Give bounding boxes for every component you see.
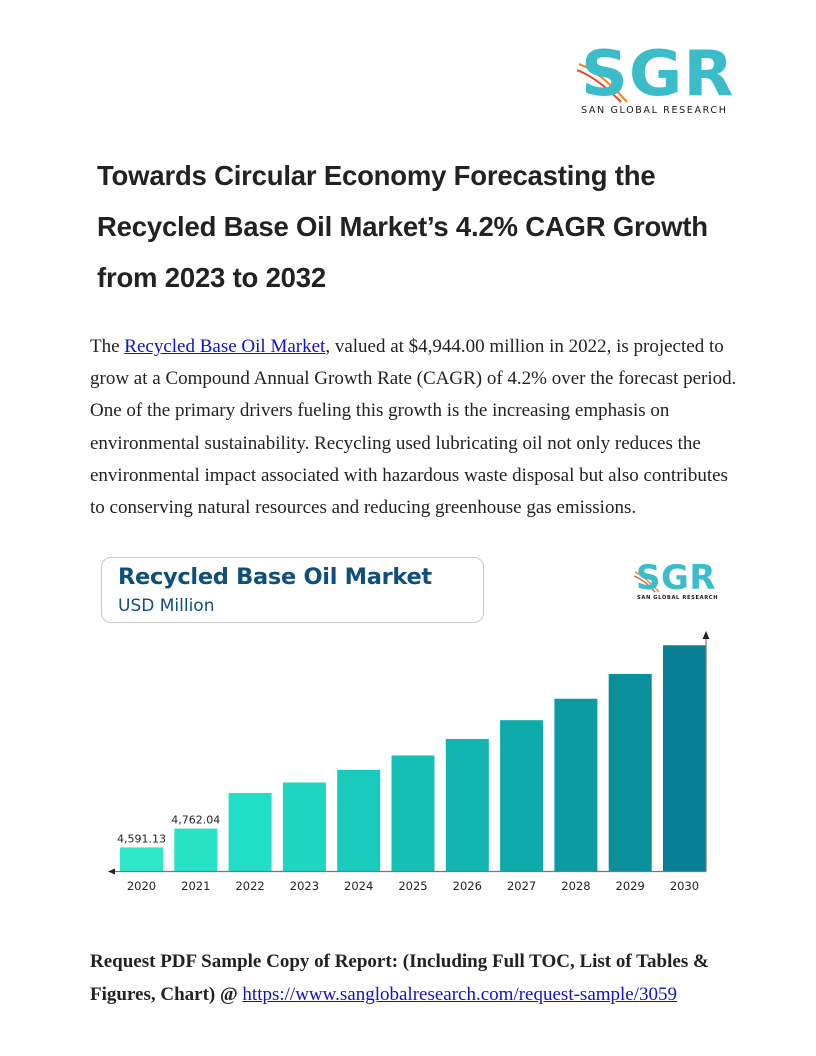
bar-chart: 2020 4,591.13 2021 4,762.04 2022 2023 2024 2025… — [108, 631, 710, 893]
labels-group: 2020 4,591.13 2021 4,762.04 2022 2023 2024 2025… — [117, 814, 699, 893]
bar-2027 — [500, 720, 544, 871]
axes-group — [108, 631, 710, 875]
chart-subtitle: USD Million — [118, 596, 215, 616]
bar-2026 — [445, 738, 489, 871]
chart-logo-swoosh-icon — [634, 571, 660, 593]
bar-2028 — [554, 698, 598, 871]
request-sample-link[interactable]: https://www.sanglobalresearch.com/reques… — [242, 983, 678, 1005]
request-sample-paragraph: Request PDF Sample Copy of Report: (Incl… — [90, 946, 740, 1011]
bar-2024 — [337, 769, 381, 871]
x-axis-arrow-icon — [108, 868, 115, 875]
sgr-logo: SGR SAN GLOBAL RESEARCH — [577, 43, 734, 118]
x-tick-label-2020: 2020 — [127, 879, 156, 893]
article-title: Towards Circular Economy Forecasting the… — [97, 160, 708, 293]
request-sample-text: Request PDF Sample Copy of Report: (Incl… — [90, 951, 709, 1005]
x-tick-label-2029: 2029 — [616, 879, 645, 893]
bar-2023 — [282, 782, 326, 871]
y-axis-arrow-icon — [702, 631, 710, 639]
bar-2020 — [120, 847, 163, 871]
logo-swoosh-icon — [577, 62, 628, 103]
logo-company-name: SAN GLOBAL RESEARCH — [581, 105, 728, 116]
data-label-2021: 4,762.04 — [171, 814, 220, 827]
x-tick-label-2025: 2025 — [398, 879, 427, 893]
chart-logo-company-name: SAN GLOBAL RESEARCH — [637, 595, 719, 601]
paragraph-body: , valued at $4,944.00 million in 2022, i… — [90, 336, 737, 519]
data-label-2020: 4,591.13 — [117, 832, 166, 845]
chart-logo-letters: SGR — [636, 558, 717, 598]
chart-title-card: Recycled Base Oil Market USD Million — [101, 557, 484, 623]
x-tick-label-2022: 2022 — [235, 879, 264, 893]
chart-title: Recycled Base Oil Market — [118, 564, 432, 590]
x-tick-label-2023: 2023 — [290, 879, 319, 893]
paragraph-prefix: The — [90, 336, 125, 357]
x-tick-label-2024: 2024 — [344, 879, 373, 893]
bar-2025 — [391, 755, 435, 871]
x-tick-label-2027: 2027 — [507, 879, 536, 893]
intro-paragraph: The Recycled Base Oil Market, valued at … — [90, 331, 740, 524]
x-tick-label-2026: 2026 — [453, 879, 482, 893]
x-tick-label-2028: 2028 — [561, 879, 590, 893]
chart-sgr-logo: SGR SAN GLOBAL RESEARCH — [634, 558, 719, 604]
bar-2029 — [608, 673, 652, 871]
bars-group — [120, 645, 706, 871]
market-link[interactable]: Recycled Base Oil Market — [124, 336, 326, 357]
x-tick-label-2021: 2021 — [181, 879, 210, 893]
bar-2022 — [228, 792, 272, 871]
bar-2021 — [174, 828, 218, 871]
bar-2030 — [663, 645, 706, 871]
logo-letters: SGR — [581, 37, 735, 110]
x-tick-label-2030: 2030 — [670, 879, 699, 893]
